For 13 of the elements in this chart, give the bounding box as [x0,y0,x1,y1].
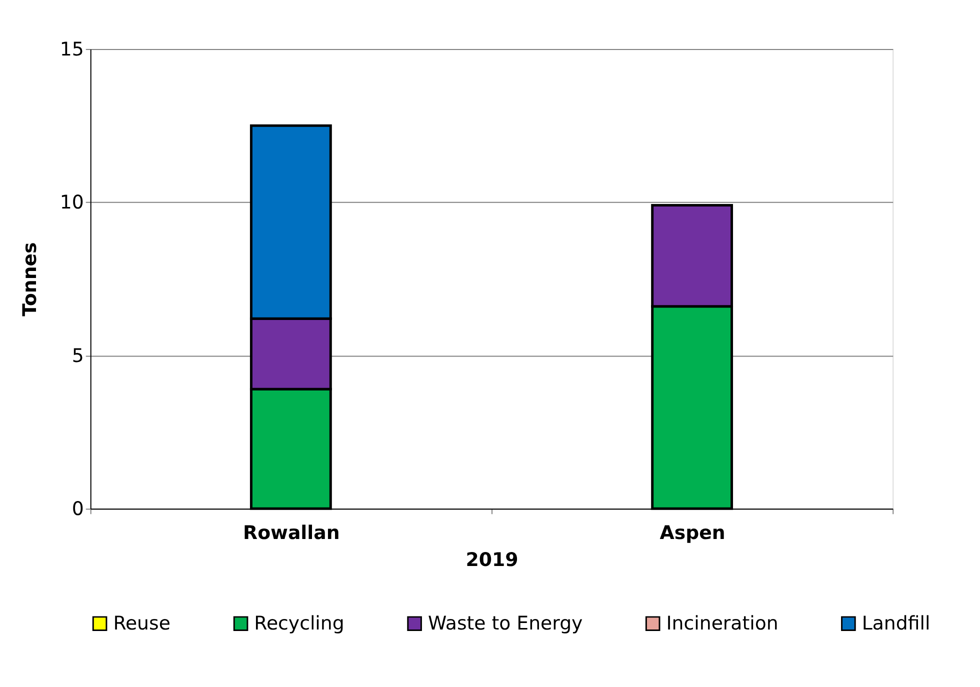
legend-label: Waste to Energy [428,612,583,635]
y-tick-label: 0 [72,498,84,520]
y-tick-label: 10 [60,192,84,214]
x-axis-title: 2019 [466,548,518,571]
x-tick-label: Rowallan [243,522,340,544]
legend-label: Recycling [254,612,344,635]
y-tick-label: 15 [60,38,84,60]
y-tick-label: 5 [72,344,84,367]
legend-label: Landfill [862,612,930,635]
legend-label: Incineration [666,612,778,635]
legend-label: Reuse [113,612,170,635]
y-axis-title: Tonnes [19,242,42,316]
x-tick-label: Aspen [660,522,726,544]
